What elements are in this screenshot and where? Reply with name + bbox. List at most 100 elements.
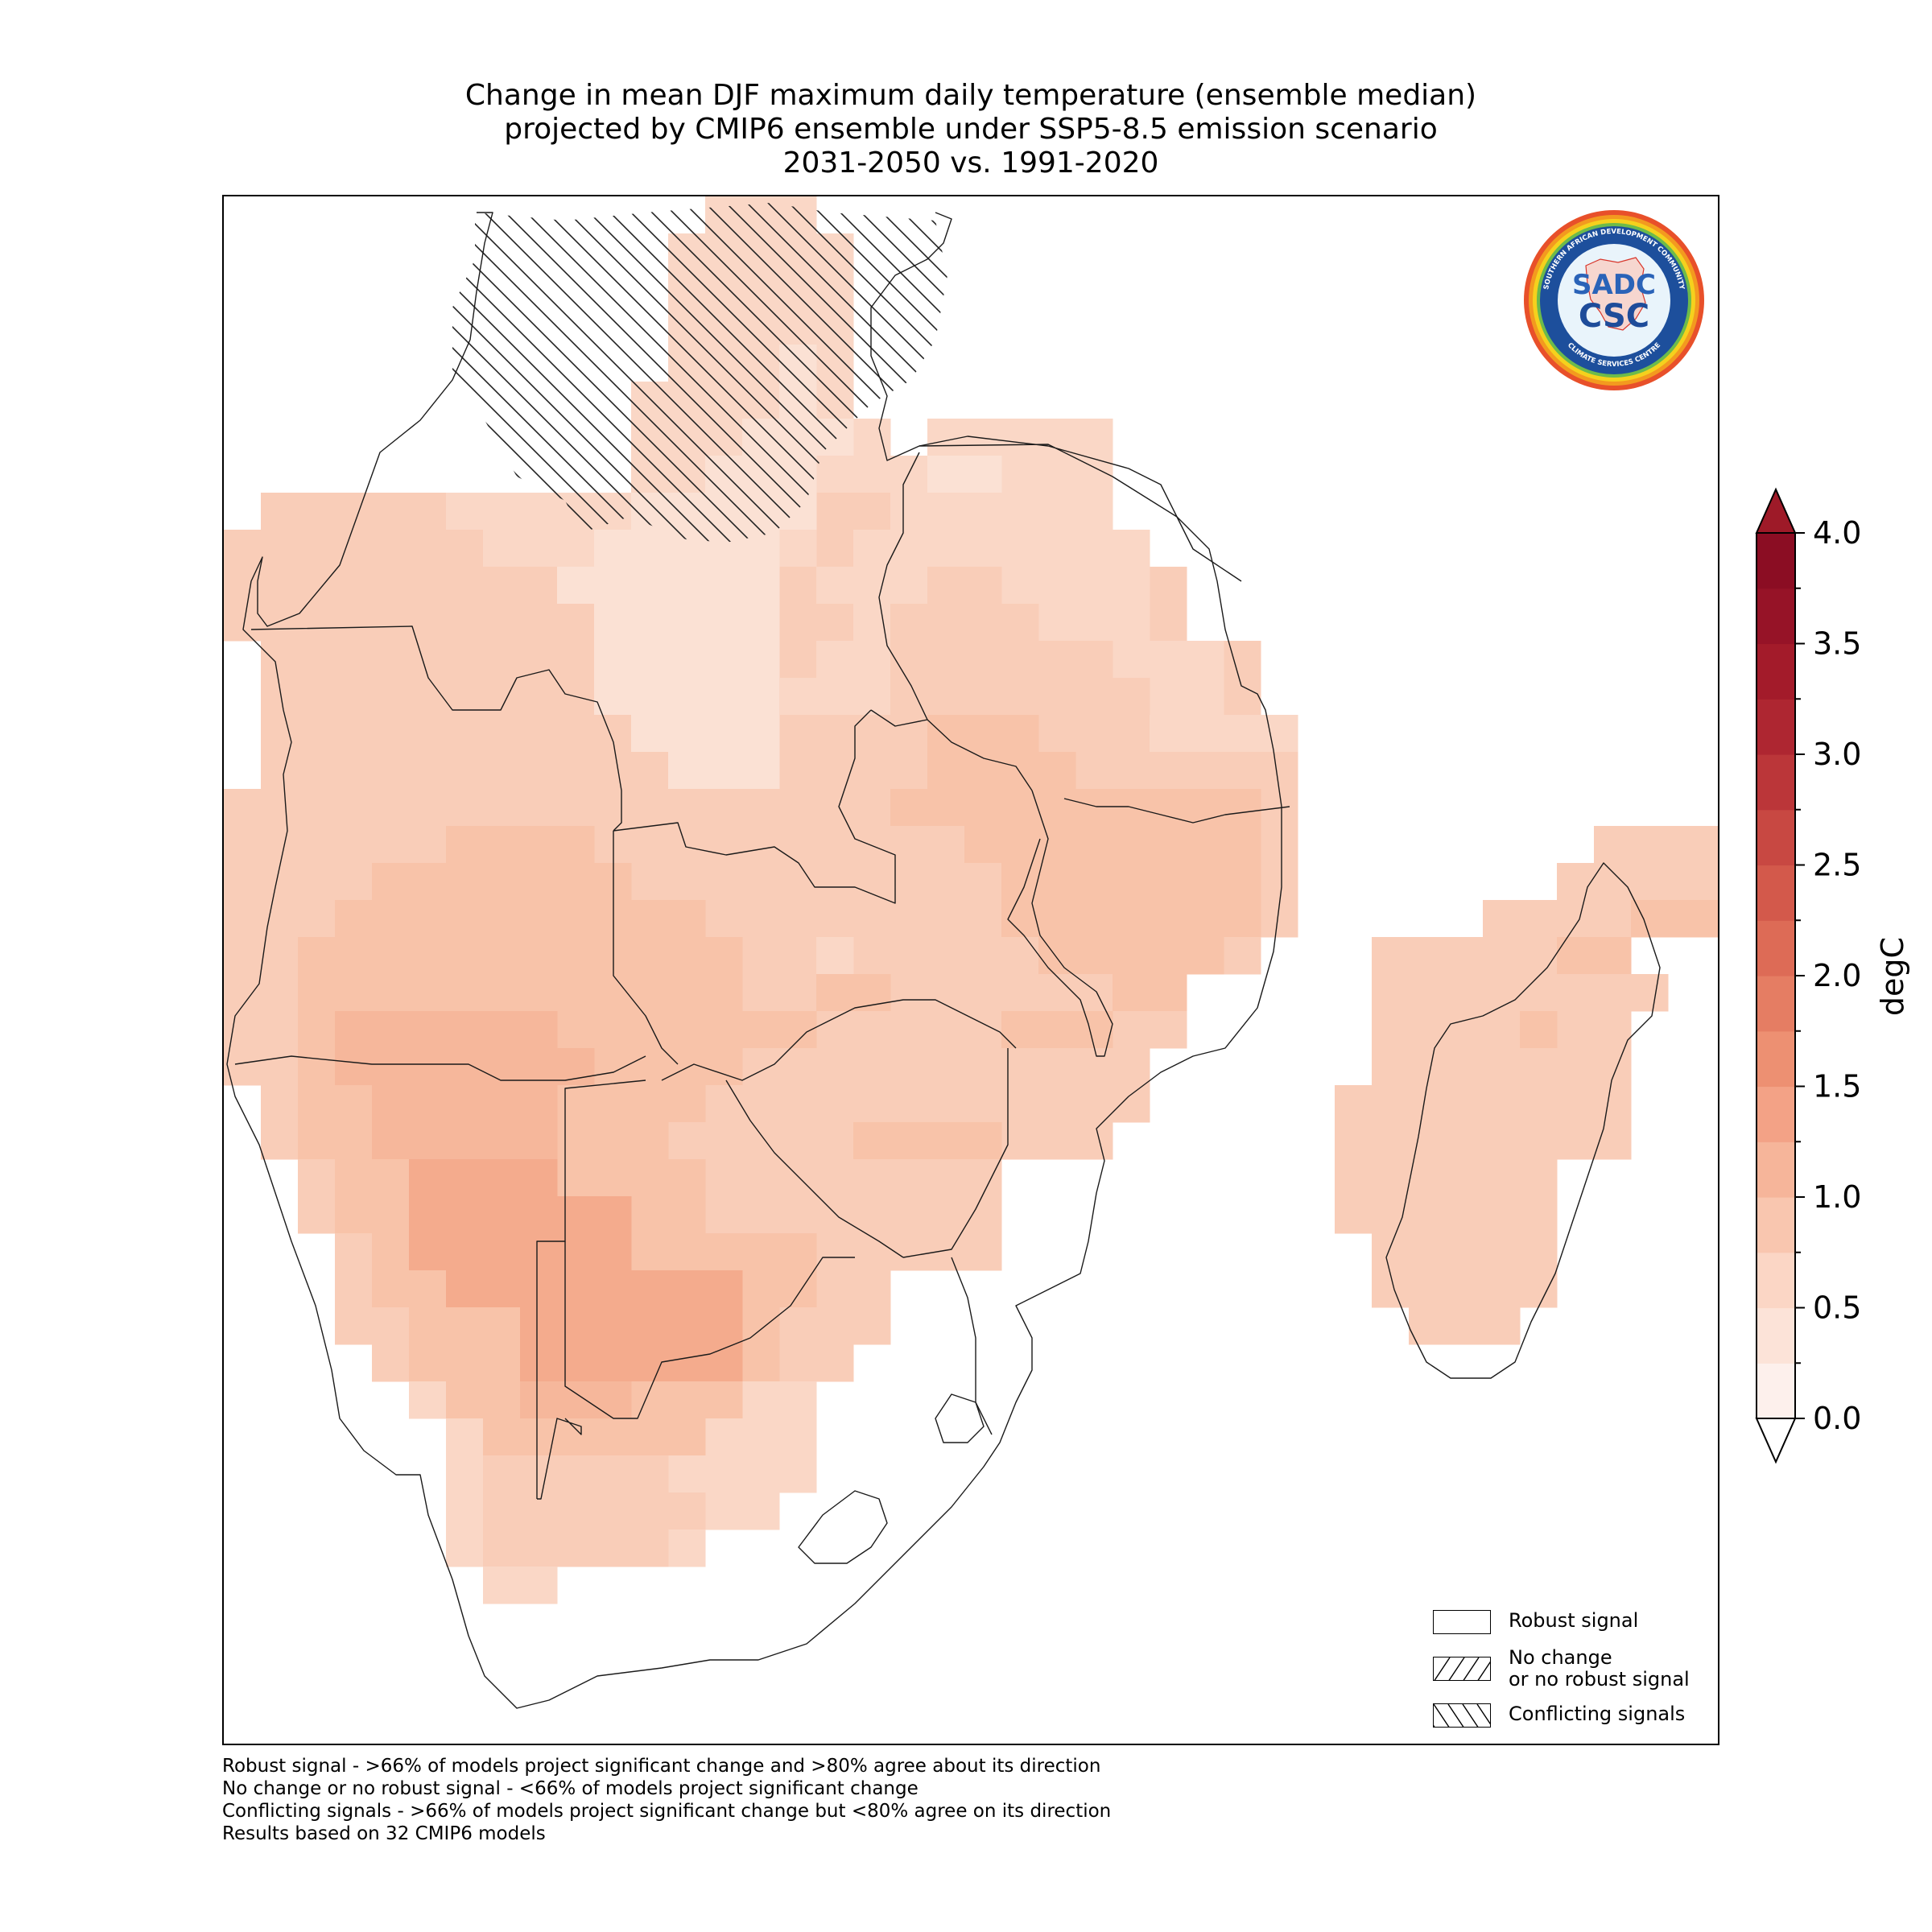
border-eswatini: [935, 1393, 985, 1443]
map-grid-cell: [1372, 1270, 1558, 1308]
country-borders: [226, 212, 1661, 1709]
border-botswana-za: [564, 1241, 855, 1419]
map-grid-cell: [1372, 1048, 1632, 1086]
map-grid-cell: [483, 1418, 706, 1456]
colorbar-extend-high: [1755, 487, 1797, 534]
border-lesotho: [798, 1490, 888, 1564]
map-grid-cell: [557, 567, 780, 605]
map-grid-cell: [446, 826, 595, 864]
border-tanzania-west: [878, 452, 928, 720]
map-grid-cell: [1372, 1011, 1632, 1049]
colorbar-band: [1757, 976, 1795, 1032]
colorbar: 0.0 0.5 1.0 1.5 2.0 2.5 3.0 3.5 4.0 degC: [1755, 487, 1910, 1464]
legend-label-robust: Robust signal: [1509, 1609, 1639, 1632]
map-grid-cell: [1594, 826, 1718, 864]
map-grid-cell: [483, 1492, 706, 1530]
colorbar-band: [1757, 1197, 1795, 1253]
map-grid-cell: [335, 1011, 558, 1049]
map-grid-cell: [1075, 937, 1224, 975]
map-grid-cell: [890, 641, 1113, 679]
colorbar-band: [1757, 809, 1795, 866]
map-grid-cell: [1631, 900, 1718, 938]
border-malawi: [1007, 790, 1113, 1057]
border-zim-bots: [725, 1080, 904, 1258]
map-grid-cell: [1557, 863, 1718, 901]
border-zim-moz: [902, 1048, 1009, 1258]
map-grid-cell: [1557, 937, 1632, 975]
colorbar-band: [1757, 1363, 1795, 1419]
map-grid-cell: [631, 715, 780, 753]
map-grid-cell: [409, 1196, 632, 1234]
colorbar-extend-low: [1755, 1418, 1797, 1464]
colorbar-band: [1757, 1030, 1795, 1088]
map-grid-cell: [1372, 1233, 1558, 1271]
map-title-line-3: 2031-2050 vs. 1991-2020: [782, 147, 1159, 180]
map-grid-cell: [927, 715, 1039, 753]
signal-legend: Robust signal No change or no robust sig…: [1433, 1610, 1707, 1740]
border-tanzania-north: [919, 444, 1242, 582]
coastline-west: [226, 212, 1282, 1709]
colorbar-band: [1757, 1141, 1795, 1198]
colorbar-tick-label: 0.0: [1813, 1401, 1861, 1436]
map-grid-cell: [1075, 826, 1261, 864]
colorbar-tick-label: 2.0: [1813, 958, 1861, 993]
map-grid-cell: [927, 456, 1002, 493]
legend-label-no-change-line1: No change: [1509, 1646, 1612, 1669]
map-grid-cell: [520, 1344, 743, 1382]
colorbar-tick-label: 3.0: [1813, 737, 1861, 772]
border-angola-zambia: [613, 709, 896, 904]
colorbar-band: [1757, 1086, 1795, 1142]
border-angola-south: [613, 831, 679, 1065]
footnote-model-count: Results based on 32 CMIP6 models: [222, 1823, 546, 1844]
map-panel: [222, 195, 1719, 1745]
map-grid-cell: [1335, 1196, 1558, 1234]
map-grid-cell: [1113, 974, 1187, 1012]
map-grid-cell: [446, 1270, 743, 1308]
border-angola-namibia: [234, 1055, 646, 1081]
map-grid-cell: [1335, 1159, 1558, 1197]
map-grid-cell: [335, 900, 706, 938]
border-namibia-south: [537, 1418, 582, 1500]
map-grid-cell: [409, 1233, 632, 1271]
colorbar-tick-label: 2.5: [1813, 848, 1861, 883]
legend-swatch-robust: [1433, 1610, 1491, 1634]
coastline-madagascar: [1385, 862, 1661, 1379]
map-grid-cell: [927, 752, 1076, 790]
colorbar-tick-label: 3.5: [1813, 626, 1861, 662]
map-grid-cell: [298, 937, 743, 975]
colorbar-band: [1757, 865, 1795, 921]
map-grid-cell: [964, 826, 1076, 864]
colorbar-band: [1757, 1307, 1795, 1364]
map-grid-cell: [483, 1455, 669, 1493]
footnote-no-change: No change or no robust signal - <66% of …: [222, 1778, 919, 1799]
map-grid-cell: [372, 1085, 558, 1123]
colorbar-band: [1757, 699, 1795, 755]
map-grid-cell: [483, 1530, 669, 1567]
map-grid-cell: [594, 678, 780, 716]
colorbar-tick-label: 1.5: [1813, 1069, 1861, 1104]
border-drc-angola: [250, 625, 622, 832]
map-grid-cell: [1520, 1011, 1558, 1049]
legend-label-no-change-line2: or no robust signal: [1509, 1668, 1690, 1690]
colorbar-tick-label: 0.5: [1813, 1290, 1861, 1326]
colorbar-band: [1757, 588, 1795, 645]
colorbar-band: [1757, 1252, 1795, 1309]
map-grid-cell: [1038, 789, 1261, 827]
map-grid-cell: [853, 530, 1150, 568]
map-grid-cell: [372, 863, 632, 901]
border-zambia-zimbabwe: [661, 999, 1017, 1081]
colorbar-tick-label: 1.0: [1813, 1179, 1861, 1215]
legend-label-conflicting: Conflicting signals: [1509, 1703, 1686, 1725]
map-grid-cell: [520, 1381, 632, 1419]
conflicting-signal-hatching: [452, 203, 947, 543]
map-grid-cell: [335, 1048, 595, 1086]
colorbar-band: [1757, 920, 1795, 976]
map-grid-cell: [409, 1159, 558, 1197]
temperature-change-map: [224, 196, 1718, 1709]
map-title-line-2: projected by CMIP6 ensemble under SSP5-8…: [504, 113, 1438, 146]
sadc-csc-logo: SOUTHERN AFRICAN DEVELOPMENT COMMUNITY C…: [1524, 210, 1704, 390]
border-tanzania-moz: [1063, 798, 1290, 824]
map-grid-cell: [1372, 974, 1669, 1012]
map-grid-cell: [335, 789, 558, 827]
map-grid-cell: [372, 1122, 558, 1160]
